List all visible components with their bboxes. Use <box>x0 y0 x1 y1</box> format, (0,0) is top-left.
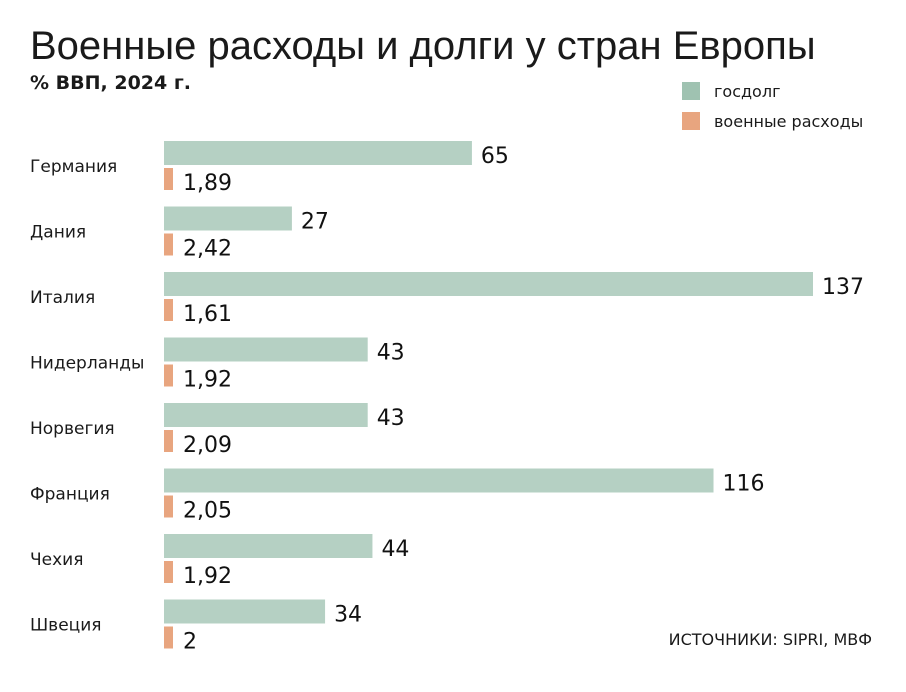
data-label-debt: 43 <box>377 406 405 431</box>
bar-military <box>164 168 173 190</box>
bar-debt <box>164 141 472 165</box>
bar-military <box>164 233 173 256</box>
bar-debt <box>164 534 373 558</box>
bar-debt <box>164 272 813 296</box>
category-label: Швеция <box>30 616 102 636</box>
bar-military <box>164 364 173 387</box>
bar-military <box>164 430 173 452</box>
bar-debt <box>164 206 292 231</box>
chart-title: Военные расходы и долги у стран Европы <box>30 24 816 68</box>
data-label-military: 1,61 <box>183 302 232 327</box>
data-label-debt: 34 <box>334 603 362 628</box>
category-label: Франция <box>30 485 110 505</box>
legend-swatch-debt <box>682 82 700 100</box>
bar-military <box>164 495 173 518</box>
legend-item-military: военные расходы <box>682 106 863 136</box>
data-label-military: 1,92 <box>183 368 232 393</box>
bar-debt <box>164 403 368 427</box>
source-note: ИСТОЧНИКИ: SIPRI, МВФ <box>668 630 872 649</box>
category-label: Чехия <box>30 550 83 570</box>
category-label: Нидерланды <box>30 354 144 374</box>
data-label-debt: 27 <box>301 210 329 235</box>
bar-military <box>164 561 173 583</box>
data-label-military: 2 <box>183 630 197 655</box>
data-label-debt: 65 <box>481 144 509 169</box>
legend: госдолг военные расходы <box>682 76 863 136</box>
data-label-military: 2,05 <box>183 499 232 524</box>
chart-subtitle: % ВВП, 2024 г. <box>30 72 191 94</box>
data-label-debt: 44 <box>381 537 409 562</box>
legend-item-debt: госдолг <box>682 76 863 106</box>
data-label-debt: 116 <box>723 472 765 497</box>
data-label-debt: 137 <box>822 275 864 300</box>
category-label: Германия <box>30 157 117 177</box>
legend-label-military: военные расходы <box>714 111 864 131</box>
bar-debt <box>164 599 326 624</box>
category-label: Италия <box>30 288 95 308</box>
bar-debt <box>164 337 368 362</box>
data-label-debt: 43 <box>377 341 405 366</box>
legend-label-debt: госдолг <box>714 81 781 101</box>
bar-military <box>164 299 173 321</box>
bar-debt <box>164 468 714 493</box>
data-label-military: 1,89 <box>183 171 232 196</box>
data-label-military: 1,92 <box>183 564 232 589</box>
category-label: Норвегия <box>30 419 115 439</box>
legend-swatch-military <box>682 112 700 130</box>
bar-military <box>164 626 173 649</box>
data-label-military: 2,09 <box>183 433 232 458</box>
data-label-military: 2,42 <box>183 237 232 262</box>
category-label: Дания <box>30 223 86 243</box>
